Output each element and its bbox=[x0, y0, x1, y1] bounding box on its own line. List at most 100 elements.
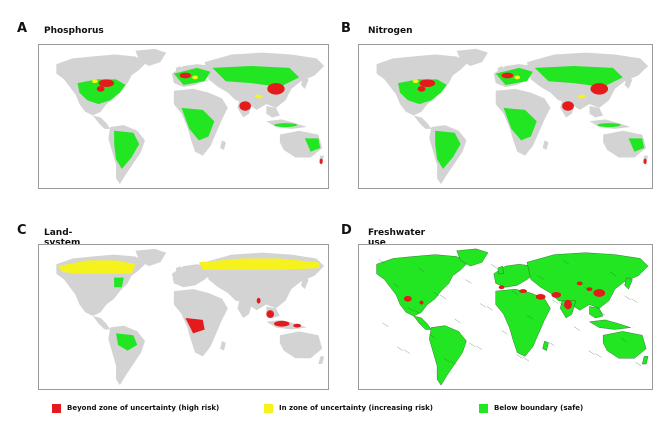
country-border bbox=[548, 341, 555, 346]
country-border bbox=[407, 307, 414, 312]
continent-japan bbox=[301, 277, 309, 290]
legend-label: Beyond zone of uncertainty (high risk) bbox=[67, 404, 220, 412]
high-risk-region bbox=[419, 300, 424, 305]
continent-centralAmerica bbox=[92, 316, 111, 330]
map-phosphorus bbox=[38, 44, 329, 189]
uncertain-region bbox=[91, 79, 98, 84]
country-border bbox=[563, 260, 570, 265]
risk-overlay bbox=[378, 259, 642, 367]
legend: Beyond zone of uncertainty (high risk) I… bbox=[52, 401, 652, 415]
continent-southAmerica bbox=[429, 325, 467, 386]
country-border bbox=[635, 362, 642, 367]
safe-region bbox=[212, 65, 300, 87]
high-risk-region bbox=[535, 293, 546, 300]
high-risk-region bbox=[501, 72, 514, 79]
continent-seAsia bbox=[266, 106, 280, 118]
continent-uk bbox=[497, 265, 504, 274]
country-border bbox=[439, 294, 447, 299]
country-border bbox=[490, 264, 497, 269]
map-land-system-change bbox=[38, 244, 329, 390]
continent-nz bbox=[641, 356, 649, 365]
legend-item-safe: Below boundary (safe) bbox=[479, 401, 583, 415]
panel-title: Nitrogen bbox=[368, 26, 413, 36]
legend-swatch-uncertainty bbox=[264, 403, 273, 413]
continent-greenland bbox=[135, 248, 167, 267]
continent-japan bbox=[624, 77, 633, 89]
legend-label: Below boundary (safe) bbox=[494, 404, 584, 412]
safe-region bbox=[114, 277, 124, 288]
country-border bbox=[450, 361, 457, 366]
high-risk-region bbox=[256, 297, 261, 304]
safe-region bbox=[534, 65, 623, 87]
country-border bbox=[429, 334, 436, 339]
continent-europe bbox=[171, 264, 213, 288]
uncertain-region bbox=[192, 75, 198, 80]
high-risk-region bbox=[293, 323, 302, 328]
uncertain-region bbox=[514, 75, 521, 80]
continent-indonesia bbox=[588, 319, 631, 330]
country-border bbox=[443, 358, 450, 363]
country-border bbox=[469, 342, 476, 347]
safe-region bbox=[77, 79, 126, 105]
high-risk-region bbox=[519, 289, 527, 293]
uncertain-region bbox=[58, 260, 136, 274]
legend-swatch-high-risk bbox=[52, 403, 61, 413]
continent-madagascar bbox=[542, 140, 549, 150]
safe-region bbox=[173, 67, 211, 86]
country-border bbox=[609, 271, 616, 276]
country-border bbox=[588, 350, 595, 355]
continent-seAsia bbox=[589, 106, 604, 118]
country-border bbox=[522, 357, 530, 362]
continent-uk bbox=[175, 65, 182, 74]
high-risk-region bbox=[403, 295, 412, 302]
high-risk-region bbox=[576, 281, 583, 286]
country-border bbox=[620, 338, 627, 343]
continent-nz bbox=[318, 356, 325, 365]
panel-letter: D bbox=[341, 223, 352, 238]
map-freshwater-use bbox=[358, 244, 653, 390]
country-border bbox=[526, 314, 533, 320]
continent-india bbox=[559, 300, 577, 319]
safe-region bbox=[398, 79, 447, 105]
panel-letter: C bbox=[17, 223, 27, 238]
panel-letter: B bbox=[341, 21, 351, 36]
legend-item-high-risk: Beyond zone of uncertainty (high risk) bbox=[52, 401, 219, 415]
safe-region bbox=[435, 130, 461, 169]
safe-region bbox=[597, 123, 621, 127]
continent-greenland bbox=[456, 48, 488, 66]
high-risk-region bbox=[239, 101, 251, 111]
country-border bbox=[480, 303, 487, 308]
high-risk-region bbox=[564, 299, 572, 310]
high-risk-region bbox=[319, 158, 323, 165]
high-risk-region bbox=[417, 85, 426, 92]
continents bbox=[376, 248, 649, 386]
country-border bbox=[595, 353, 602, 358]
high-risk-region bbox=[498, 285, 505, 290]
country-border bbox=[382, 322, 389, 327]
continent-africa bbox=[495, 288, 551, 357]
country-border bbox=[393, 283, 400, 288]
continent-australia bbox=[279, 331, 323, 359]
safe-region bbox=[503, 107, 537, 141]
panel-title: Freshwater use bbox=[368, 228, 426, 248]
uncertain-region bbox=[412, 79, 419, 84]
risk-overlay bbox=[398, 65, 647, 169]
world-map-phosphorus bbox=[56, 48, 325, 185]
country-border bbox=[465, 279, 472, 284]
country-border bbox=[512, 290, 519, 296]
country-border bbox=[501, 330, 508, 335]
safe-region bbox=[304, 138, 321, 152]
country-border bbox=[631, 298, 638, 303]
continent-japan bbox=[301, 77, 309, 89]
safe-region bbox=[181, 107, 215, 141]
continent-centralAmerica bbox=[413, 315, 432, 330]
high-risk-region bbox=[179, 72, 192, 79]
world-map-nitrogen bbox=[376, 48, 649, 185]
risk-overlay bbox=[58, 258, 321, 351]
high-risk-region bbox=[266, 310, 275, 318]
safe-region bbox=[628, 138, 645, 152]
continent-uk bbox=[175, 266, 182, 274]
world-map-freshwater bbox=[376, 248, 649, 386]
high-risk-region bbox=[590, 83, 609, 95]
continent-centralAmerica bbox=[92, 115, 111, 129]
